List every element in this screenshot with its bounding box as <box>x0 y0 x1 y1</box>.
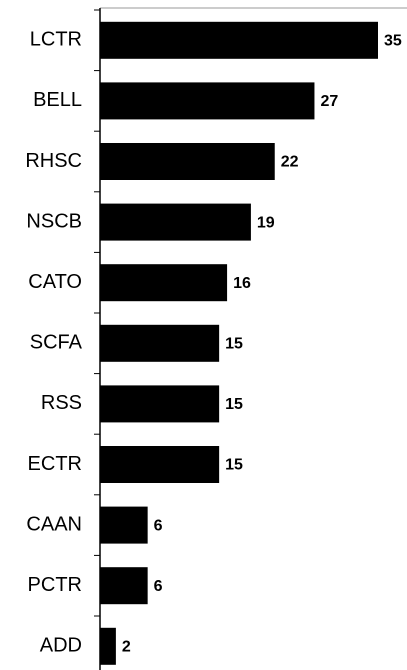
value-label: 15 <box>225 336 243 353</box>
bar <box>100 385 220 423</box>
bar <box>100 567 148 605</box>
value-label: 16 <box>233 275 251 292</box>
value-label: 35 <box>384 33 402 50</box>
bar <box>100 203 251 241</box>
category-label: PCTR <box>28 574 82 596</box>
category-label: RHSC <box>25 150 82 172</box>
category-label: NSCB <box>26 210 82 232</box>
bar <box>100 446 220 483</box>
category-label: RSS <box>41 392 82 414</box>
value-label: 22 <box>281 154 299 171</box>
bar <box>100 324 220 362</box>
value-label: 15 <box>225 457 243 474</box>
category-label: CATO <box>28 271 82 293</box>
value-label: 27 <box>320 93 338 110</box>
category-label: CAAN <box>26 513 82 535</box>
value-label: 6 <box>154 517 163 534</box>
category-label: ECTR <box>28 453 82 475</box>
bar <box>100 21 378 59</box>
value-label: 2 <box>122 639 131 656</box>
bar <box>100 506 148 544</box>
value-label: 19 <box>257 214 275 231</box>
bar <box>100 627 116 665</box>
category-label: SCFA <box>30 332 83 354</box>
bar <box>100 143 275 180</box>
category-label: BELL <box>33 89 82 111</box>
value-label: 15 <box>225 396 243 413</box>
category-label: LCTR <box>30 29 82 51</box>
category-label: ADD <box>40 635 82 657</box>
value-label: 6 <box>154 578 163 595</box>
bar <box>100 82 315 120</box>
bar <box>100 264 228 302</box>
